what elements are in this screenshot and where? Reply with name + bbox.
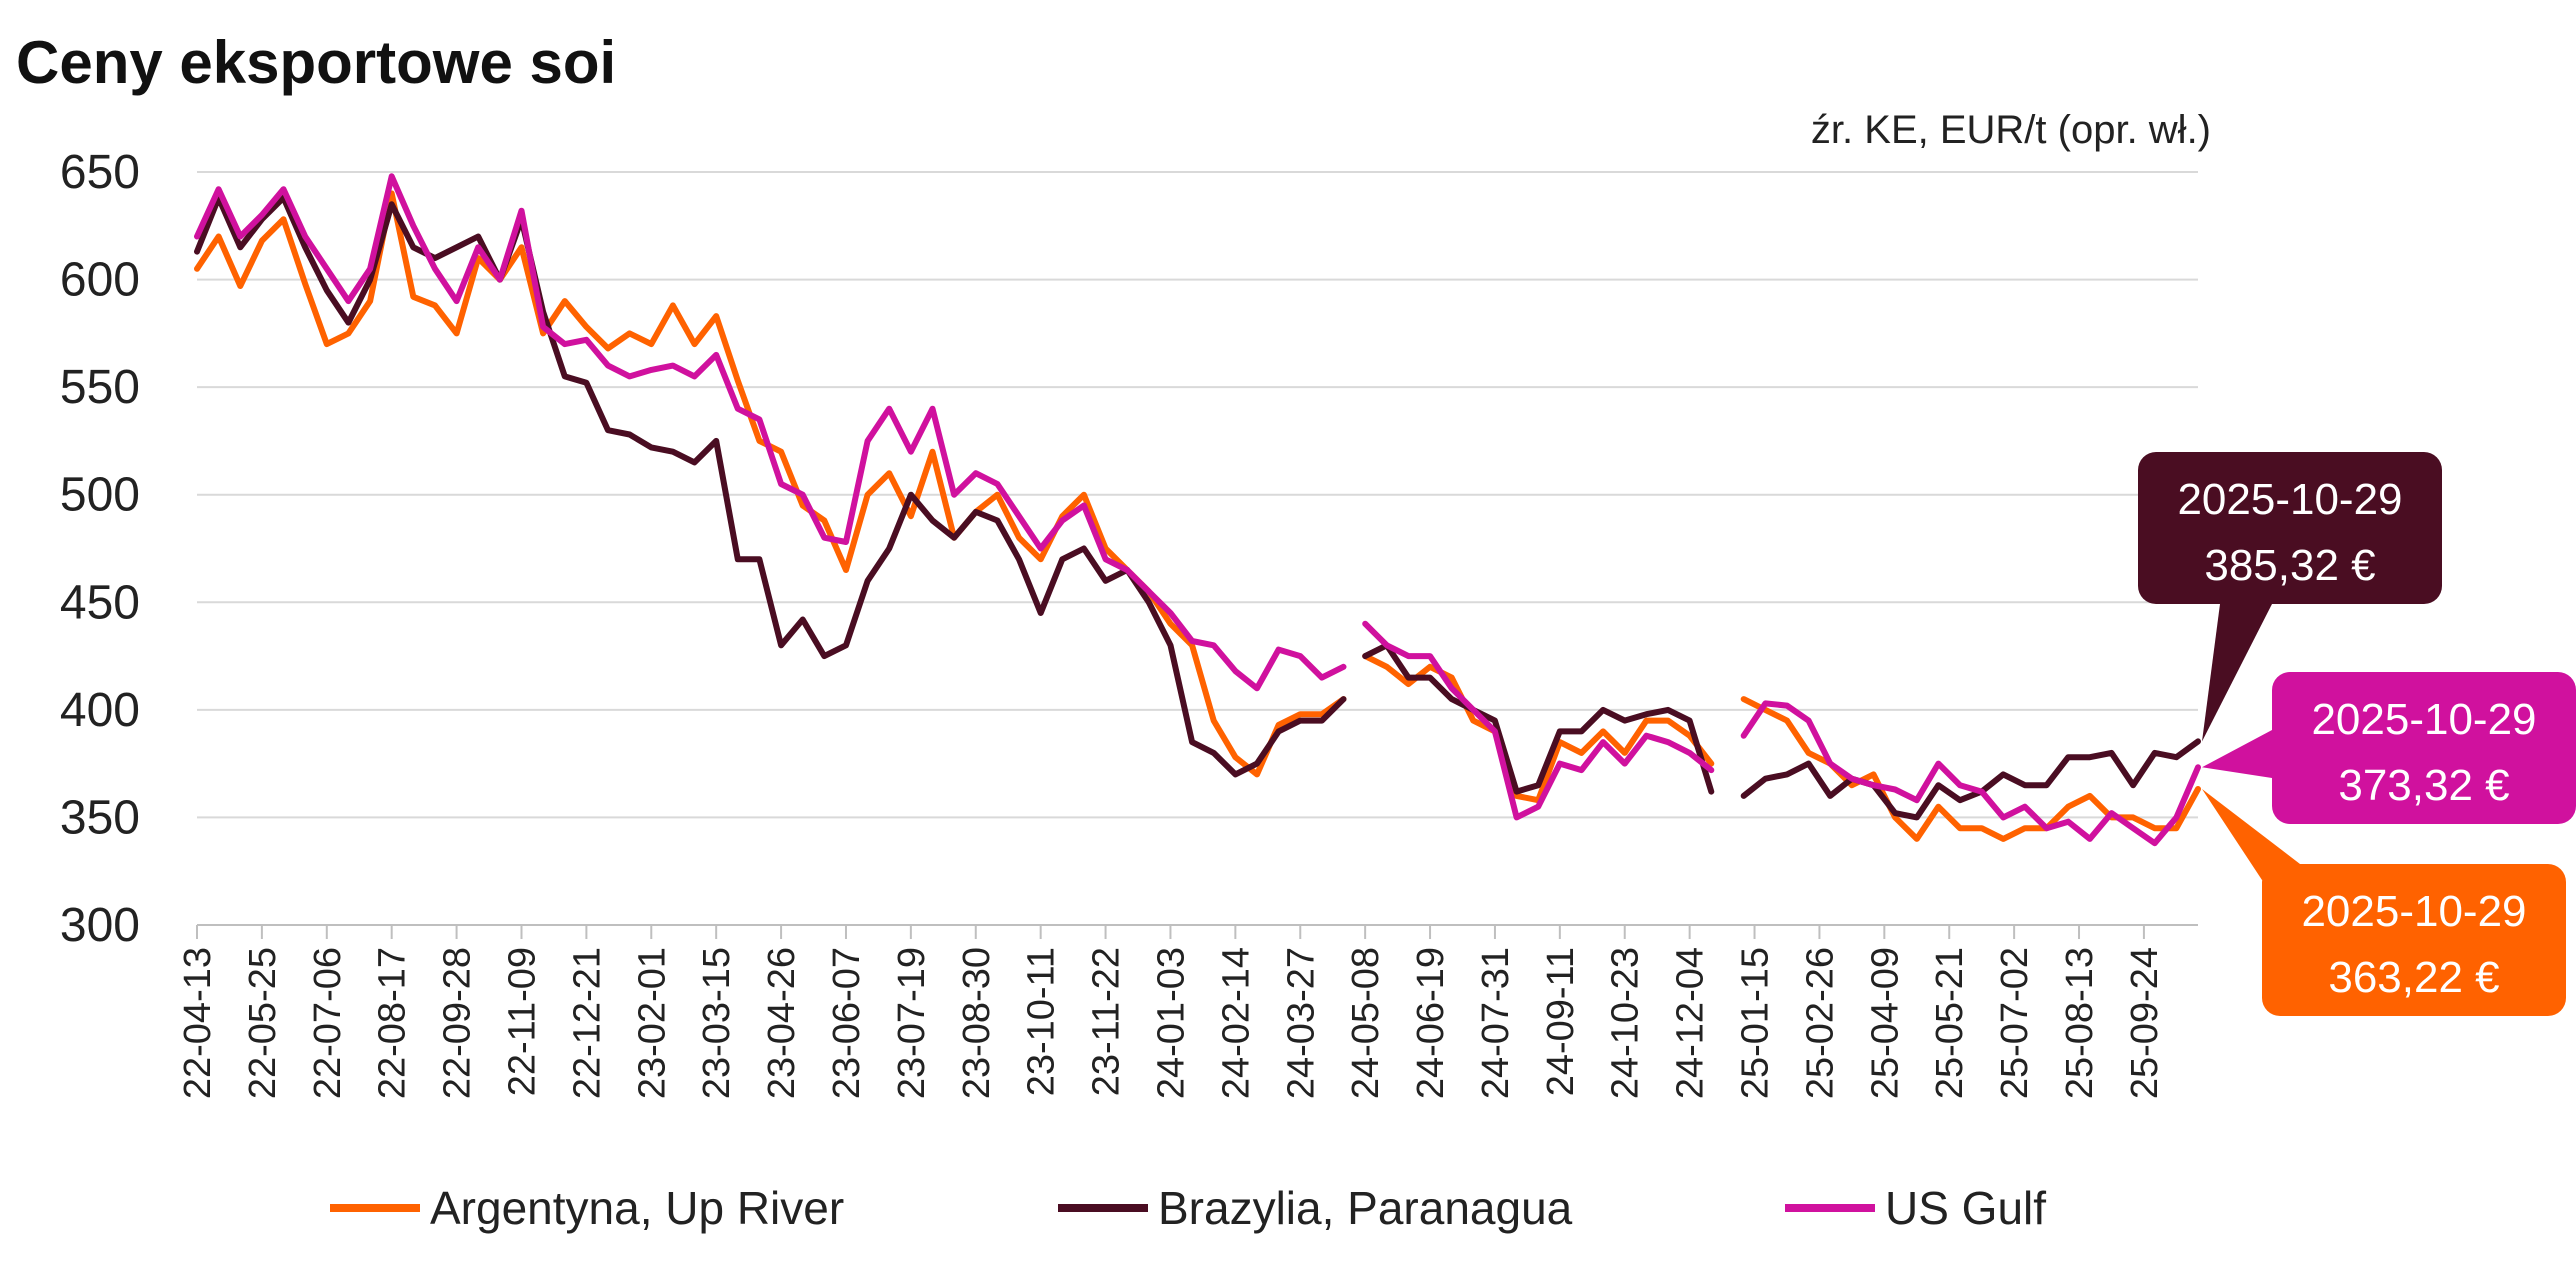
chart-title: Ceny eksportowe soi <box>16 29 617 96</box>
series-line <box>1362 620 1715 821</box>
x-tick-label: 24-02-14 <box>1215 947 1257 1099</box>
callout-label: 2025-10-29 <box>2311 695 2536 744</box>
series-line <box>194 173 1347 692</box>
y-tick-label: 450 <box>60 576 140 629</box>
x-tick-label: 23-04-26 <box>761 947 803 1099</box>
y-tick-label: 550 <box>60 361 140 414</box>
y-tick-label: 350 <box>60 791 140 844</box>
series-line <box>1740 700 2201 847</box>
x-tick-label: 25-08-13 <box>2059 947 2101 1099</box>
callout-box <box>2262 864 2566 1016</box>
callout-pointer <box>2202 730 2272 778</box>
x-tick-label: 22-12-21 <box>566 947 608 1099</box>
x-tick-label: 24-12-04 <box>1670 947 1712 1099</box>
x-tick-label: 22-11-09 <box>501 947 543 1096</box>
x-tick-label: 24-03-27 <box>1280 947 1322 1099</box>
series-line <box>194 194 1347 778</box>
x-tick-label: 23-07-19 <box>891 947 933 1099</box>
x-tick-label: 22-07-06 <box>307 947 349 1099</box>
x-tick-label: 24-09-11 <box>1540 947 1582 1096</box>
x-tick-label: 25-05-21 <box>1929 947 1971 1099</box>
x-tick-label: 25-09-24 <box>2124 947 2166 1099</box>
callout-box <box>2138 452 2442 604</box>
x-tick-label: 24-07-31 <box>1475 947 1517 1099</box>
callout-label: 2025-10-29 <box>2301 887 2526 936</box>
legend-label: Brazylia, Paranagua <box>1158 1182 1573 1234</box>
callout-label: 363,22 € <box>2328 953 2499 1002</box>
x-tick-label: 24-01-03 <box>1150 947 1192 1099</box>
y-tick-label: 600 <box>60 254 140 307</box>
annotations: 2025-10-29 385,32 € 2025-10-29 373,32 € 2025… <box>2138 452 2576 1016</box>
x-tick-label: 23-02-01 <box>631 947 673 1099</box>
series-line <box>1362 642 1715 795</box>
x-tick-label: 24-06-19 <box>1410 947 1452 1099</box>
legend-label: Argentyna, Up River <box>430 1182 844 1234</box>
callout-box <box>2272 672 2576 824</box>
unit-label: źr. KE, EUR/t (opr. wł.) <box>1810 108 2211 152</box>
x-tick-label: 22-09-28 <box>437 947 479 1099</box>
y-tick-label: 400 <box>60 684 140 737</box>
x-tick-label: 24-10-23 <box>1605 947 1647 1099</box>
x-tick-label: 25-02-26 <box>1799 947 1841 1099</box>
callout-label: 373,32 € <box>2338 761 2509 810</box>
x-tick-label: 23-10-11 <box>1021 947 1063 1096</box>
x-tick-label: 23-03-15 <box>696 947 738 1099</box>
x-tick-label: 22-08-17 <box>372 947 414 1099</box>
x-tick-label: 25-01-15 <box>1735 947 1777 1099</box>
x-tick-label: 24-05-08 <box>1345 947 1387 1099</box>
x-tick-label: 23-11-22 <box>1086 947 1128 1096</box>
x-tick-label: 25-07-02 <box>1994 947 2036 1099</box>
x-tick-label: 23-06-07 <box>826 947 868 1099</box>
x-tick-label: 22-04-13 <box>177 947 219 1099</box>
y-axis: 300 350 400 450 500 550 600 650 <box>60 146 140 952</box>
x-tick-label: 22-05-25 <box>242 947 284 1099</box>
series-lines <box>194 173 2201 847</box>
callout-pointer <box>2202 604 2272 742</box>
y-tick-label: 300 <box>60 899 140 952</box>
x-tick-label: 25-04-09 <box>1864 947 1906 1099</box>
y-tick-label: 650 <box>60 146 140 199</box>
x-tick-label: 23-08-30 <box>956 947 998 1099</box>
legend-label: US Gulf <box>1885 1182 2046 1234</box>
legend: Argentyna, Up River Brazylia, Paranagua US… <box>330 1182 2046 1234</box>
callout-label: 2025-10-29 <box>2177 475 2402 524</box>
callout-pointer <box>2202 788 2300 880</box>
callout-label: 385,32 € <box>2204 541 2375 590</box>
y-tick-label: 500 <box>60 469 140 522</box>
x-axis: 22-04-13 22-05-25 22-07-06 22-08-17 22-09-28… <box>177 925 2166 1099</box>
series-line <box>1740 738 2201 821</box>
